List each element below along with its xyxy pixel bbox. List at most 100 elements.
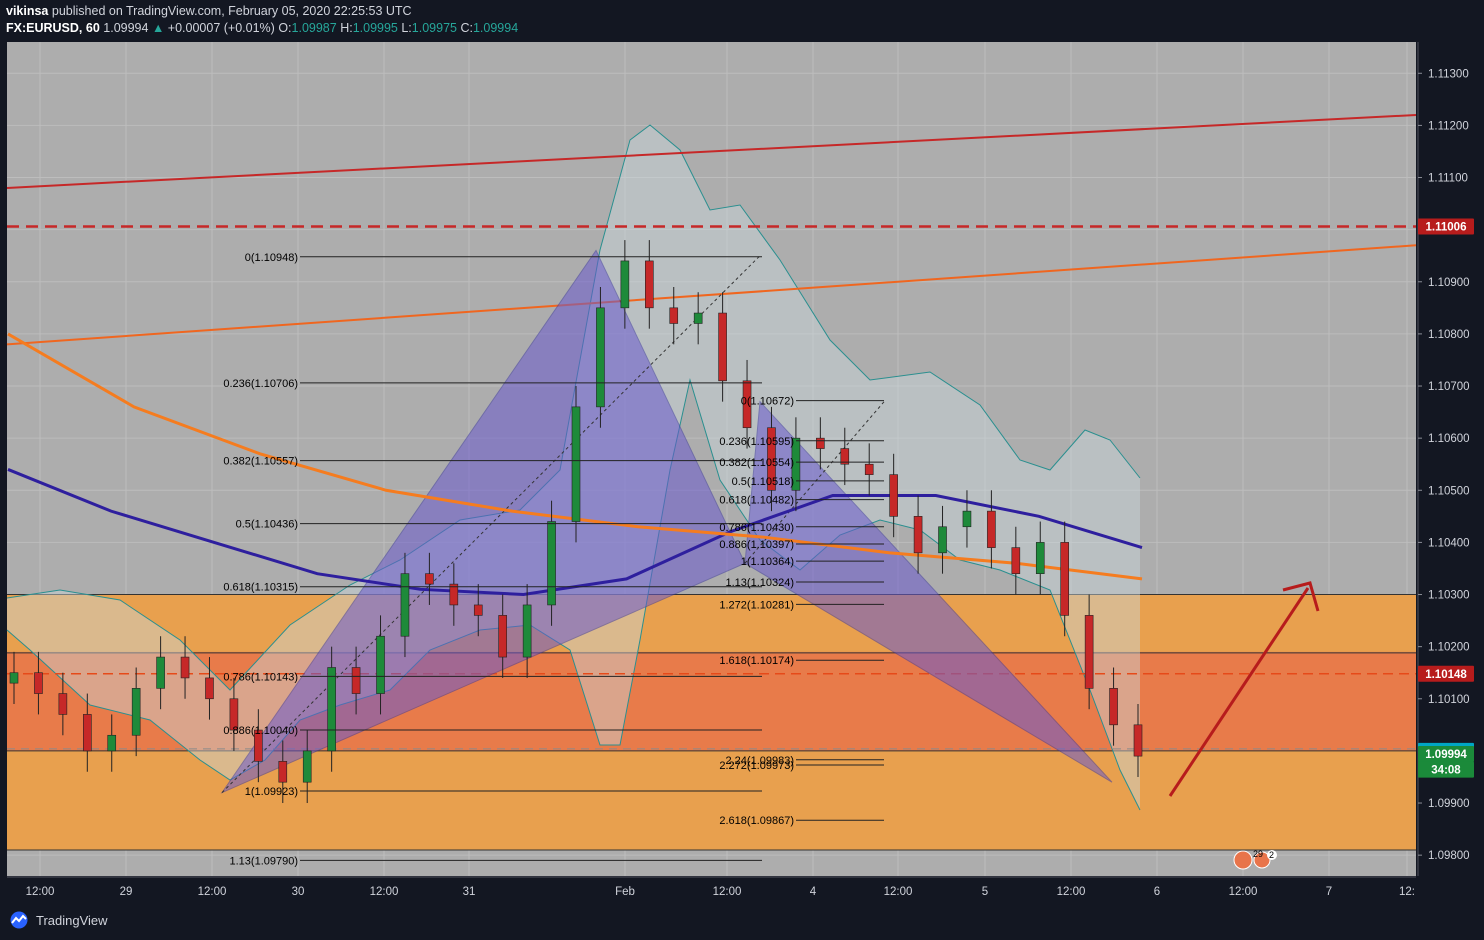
- price-tick-label: 1.11200: [1428, 120, 1469, 132]
- candle-body: [791, 437, 801, 491]
- time-tick-label: 31: [463, 886, 476, 898]
- time-tick-label: 12:00: [198, 886, 227, 898]
- publish-text: published on TradingView.com, February 0…: [51, 4, 412, 18]
- price-marker-label: 1.11006: [1426, 222, 1467, 234]
- fib-level-label: 1(1.09923): [245, 786, 298, 798]
- price-tick-label: 1.10700: [1428, 381, 1470, 393]
- candle-body: [449, 583, 459, 606]
- candle-body: [425, 573, 434, 585]
- tradingview-logo-icon: [10, 911, 28, 929]
- candle-body: [205, 677, 214, 700]
- candle-body: [864, 463, 874, 475]
- symbol-label[interactable]: FX:EURUSD, 60: [6, 21, 100, 35]
- price-tick-label: 1.10100: [1428, 694, 1470, 706]
- candle-body: [816, 437, 825, 449]
- time-tick-label: 12:00: [1057, 886, 1086, 898]
- fib-level-label: 0.886(1.10040): [223, 725, 298, 737]
- price-tick-label: 1.11100: [1428, 173, 1468, 185]
- candle-body: [327, 667, 336, 752]
- time-tick-label: 12:00: [713, 886, 742, 898]
- candle-body: [522, 604, 532, 658]
- time-tick-label: 7: [1326, 886, 1332, 898]
- author-name[interactable]: vikinsa: [6, 4, 49, 18]
- price-marker: [1418, 746, 1474, 763]
- price-tick-label: 1.10800: [1428, 329, 1470, 341]
- candle-body: [571, 406, 581, 522]
- price-tick-label: 1.10500: [1428, 485, 1470, 497]
- candle-body: [34, 672, 43, 694]
- candle-body: [962, 510, 972, 528]
- high-label: H:: [340, 21, 353, 35]
- us-flag-event-icon: [1253, 851, 1271, 869]
- candle-body: [83, 714, 92, 752]
- fib-diagonal-1: [221, 255, 761, 793]
- candle-body: [1133, 724, 1143, 757]
- event-badge-icon: [1267, 850, 1277, 860]
- candle-body: [376, 635, 385, 694]
- fib-level-label: 0.618(1.10482): [719, 495, 794, 507]
- fib-level-label: 2.24(1.09983): [726, 755, 795, 767]
- candle-body: [645, 260, 654, 309]
- tradingview-logo[interactable]: TradingView: [8, 911, 108, 929]
- time-tick-label: 12:00: [26, 886, 55, 898]
- fib-level-label: 0.382(1.10554): [719, 457, 794, 469]
- time-tick-label: 12:: [1399, 886, 1415, 898]
- candle-body: [400, 573, 410, 637]
- candle-body: [498, 615, 507, 658]
- candle-body: [1060, 542, 1069, 616]
- price-tick-label: 1.11300: [1428, 68, 1469, 80]
- time-tick-label: 12:00: [1229, 886, 1258, 898]
- time-tick-label: Feb: [615, 886, 635, 898]
- price-marker: [1418, 761, 1474, 778]
- candle-body: [742, 380, 752, 429]
- candle-body: [693, 312, 703, 324]
- fib-level-label: 0.5(1.10436): [236, 519, 298, 531]
- close-label: C:: [460, 21, 473, 35]
- candle-body: [1109, 688, 1118, 726]
- candle-body: [156, 656, 165, 689]
- ohlc-legend: FX:EURUSD, 60 1.09994 ▲ +0.00007 (+0.01%…: [6, 21, 518, 35]
- fib-level-label: 0(1.10672): [741, 396, 794, 408]
- us-flag-event-icon: [1233, 850, 1253, 870]
- price-tick-label: 1.10400: [1428, 537, 1470, 549]
- time-tick-label: 6: [1154, 886, 1160, 898]
- candle-body: [767, 427, 776, 491]
- candle-body: [473, 604, 483, 616]
- price-axis: [1416, 42, 1484, 876]
- candle-body: [938, 526, 947, 554]
- candle-body: [1035, 542, 1045, 574]
- price-marker: [1418, 218, 1474, 235]
- fib-level-label: 0.886(1.10397): [719, 539, 794, 551]
- candle-body: [596, 307, 605, 408]
- low-label: L:: [401, 21, 412, 35]
- bullish-arrow-head: [1282, 581, 1320, 612]
- price-tick-label: 1.10900: [1428, 277, 1470, 289]
- price-tick-label: 1.10200: [1428, 642, 1470, 654]
- harmonic-xab-triangle: [220, 249, 746, 794]
- price-tick-label: 1.09900: [1428, 798, 1470, 810]
- time-tick-label: 5: [982, 886, 988, 898]
- price-tick-label: 1.09800: [1428, 850, 1470, 862]
- time-tick-label: 30: [292, 886, 305, 898]
- candle-body: [229, 698, 239, 731]
- time-tick-label: 12:00: [884, 886, 913, 898]
- resistance-trendline: [6, 113, 1417, 189]
- fib-level-label: 1.272(1.10281): [719, 599, 794, 611]
- candle-body: [302, 750, 312, 783]
- candle-body: [180, 656, 190, 679]
- candle-body: [718, 312, 727, 382]
- fib-level-label: 1.618(1.10174): [719, 655, 794, 667]
- fib-level-label: 0.236(1.10595): [719, 436, 794, 448]
- high-value: 1.09995: [352, 21, 398, 35]
- event-count-label: 2: [1269, 850, 1274, 860]
- fib-level-label: 1.13(1.09790): [230, 855, 299, 867]
- fib-level-label: 0.382(1.10557): [223, 456, 298, 468]
- inner-zone: [7, 651, 1416, 751]
- time-tick-label: 12:00: [370, 886, 399, 898]
- candle-body: [351, 667, 361, 694]
- fib-level-label: 0.618(1.10315): [223, 582, 298, 594]
- fib-level-label: 2.272(1.09973): [719, 760, 794, 772]
- event-count-label: 29: [1253, 849, 1263, 859]
- fib-level-label: 0.786(1.10143): [223, 671, 298, 683]
